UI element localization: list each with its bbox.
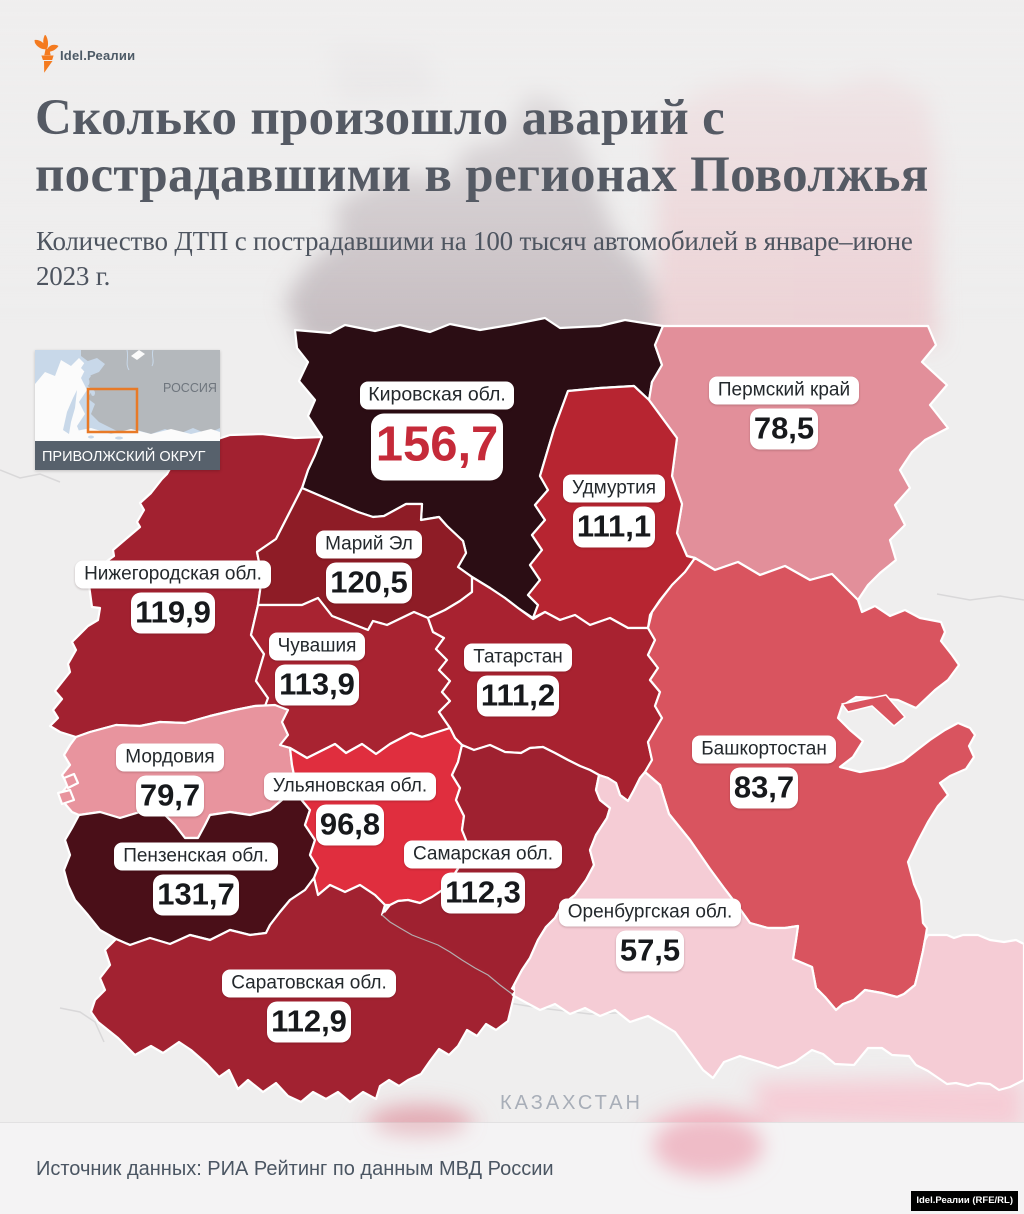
svg-text:РОССИЯ: РОССИЯ bbox=[163, 381, 217, 395]
svg-text:ПРИВОЛЖСКИЙ ОКРУГ: ПРИВОЛЖСКИЙ ОКРУГ bbox=[42, 447, 206, 465]
